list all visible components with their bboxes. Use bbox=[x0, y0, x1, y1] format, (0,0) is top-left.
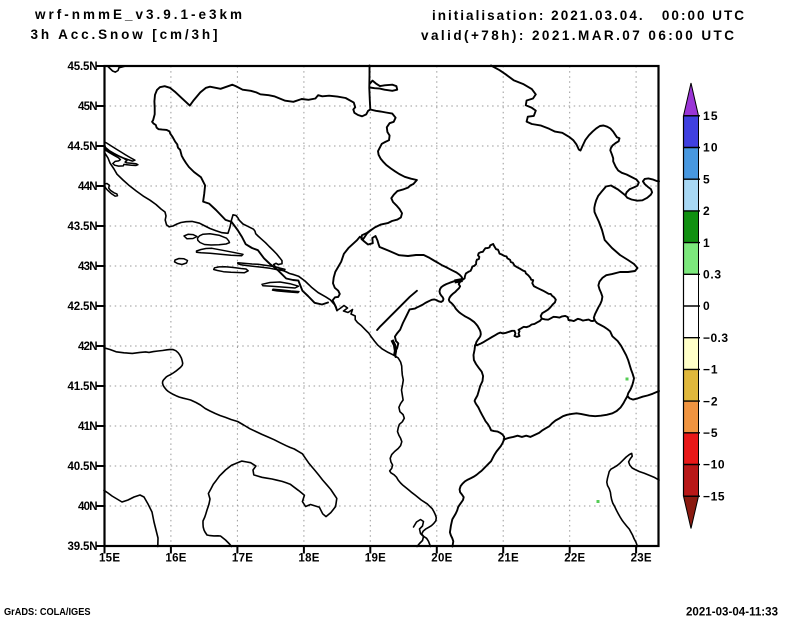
svg-text:21E: 21E bbox=[498, 553, 519, 565]
svg-text:43N: 43N bbox=[78, 261, 98, 273]
svg-text:40.5N: 40.5N bbox=[68, 461, 98, 473]
svg-text:wrf-nmmE_v3.9.1-e3km: wrf-nmmE_v3.9.1-e3km bbox=[34, 7, 242, 22]
svg-text:45.5N: 45.5N bbox=[68, 61, 98, 73]
svg-text:44.5N: 44.5N bbox=[68, 141, 98, 153]
svg-text:−5: −5 bbox=[703, 426, 718, 440]
svg-text:23E: 23E bbox=[631, 553, 652, 565]
svg-text:3h Acc.Snow [cm/3h]: 3h Acc.Snow [cm/3h] bbox=[31, 27, 218, 42]
svg-text:41.5N: 41.5N bbox=[68, 381, 98, 393]
svg-text:15E: 15E bbox=[99, 553, 120, 565]
svg-text:42N: 42N bbox=[78, 341, 98, 353]
svg-text:16E: 16E bbox=[165, 553, 186, 565]
svg-text:valid(+78h): 2021.MAR.07 06:00: valid(+78h): 2021.MAR.07 06:00 UTC bbox=[421, 28, 734, 43]
svg-text:2: 2 bbox=[703, 204, 710, 218]
svg-text:39.5N: 39.5N bbox=[68, 541, 98, 553]
svg-text:GrADS: COLA/IGES: GrADS: COLA/IGES bbox=[4, 606, 91, 618]
svg-text:10: 10 bbox=[703, 141, 718, 155]
svg-text:20E: 20E bbox=[431, 553, 452, 565]
svg-text:43.5N: 43.5N bbox=[68, 221, 98, 233]
svg-text:19E: 19E bbox=[365, 553, 386, 565]
svg-text:1: 1 bbox=[703, 236, 710, 250]
svg-text:18E: 18E bbox=[298, 553, 319, 565]
svg-text:0: 0 bbox=[703, 299, 710, 313]
svg-text:17E: 17E bbox=[232, 553, 253, 565]
svg-text:22E: 22E bbox=[564, 553, 585, 565]
svg-text:−15: −15 bbox=[703, 489, 725, 503]
svg-text:44N: 44N bbox=[78, 181, 98, 193]
svg-text:42.5N: 42.5N bbox=[68, 301, 98, 313]
svg-text:15: 15 bbox=[703, 109, 718, 123]
svg-text:0.3: 0.3 bbox=[703, 268, 721, 282]
svg-text:41N: 41N bbox=[78, 421, 98, 433]
svg-text:5: 5 bbox=[703, 172, 710, 186]
svg-text:−10: −10 bbox=[703, 458, 725, 472]
svg-text:−0.3: −0.3 bbox=[703, 331, 728, 345]
svg-text:40N: 40N bbox=[78, 501, 98, 513]
svg-text:−1: −1 bbox=[703, 363, 718, 377]
svg-text:−2: −2 bbox=[703, 394, 718, 408]
svg-text:2021-03-04-11:33: 2021-03-04-11:33 bbox=[686, 607, 778, 618]
svg-text:45N: 45N bbox=[78, 101, 98, 113]
